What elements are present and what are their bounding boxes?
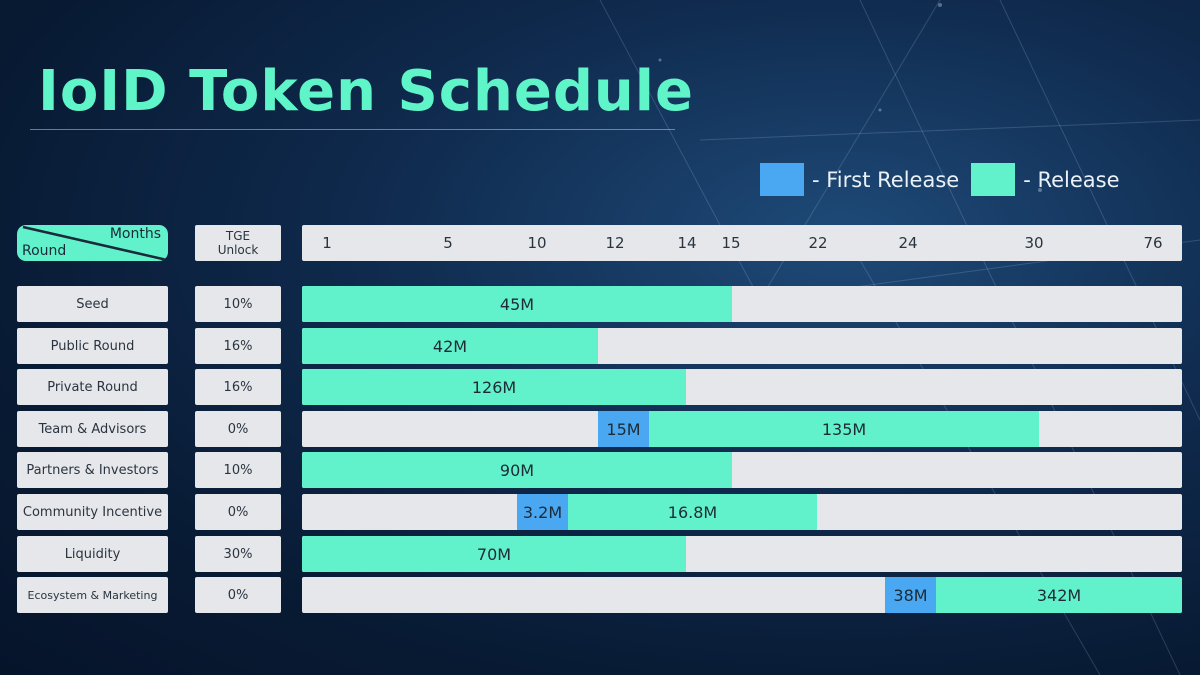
month-tick-5: 5 (443, 234, 453, 252)
months-header-label: Months (109, 226, 161, 242)
corner-header-round-months: Months Round (17, 225, 168, 261)
timeline-track-liquidity: 70M (302, 536, 1182, 572)
month-tick-14: 14 (677, 234, 697, 252)
tge-unlock-team-and-advisors: 0% (195, 411, 281, 447)
tge-header-line1: TGE (225, 229, 251, 243)
legend-label-first-release: - First Release (812, 167, 960, 192)
round-label-ecosystem-and-marketing: Ecosystem & Marketing (17, 577, 168, 613)
tge-unlock-header: TGE Unlock (195, 225, 281, 261)
legend: - First Release - Release (760, 163, 1132, 196)
months-axis: 1 5 10 12 14 15 22 24 30 76 (302, 225, 1182, 261)
timeline-track-community-incentive: 3.2M 16.8M (302, 494, 1182, 530)
tge-unlock-community-incentive: 0% (195, 494, 281, 530)
release-bar-seed: 45M (302, 286, 732, 322)
round-label-seed: Seed (17, 286, 168, 322)
release-bar-public-round: 42M (302, 328, 598, 364)
release-bar-private-round: 126M (302, 369, 686, 405)
release-bar-ecosystem-and-marketing: 342M (936, 577, 1182, 613)
timeline-track-partners-and-investors: 90M (302, 452, 1182, 488)
first-release-bar-ecosystem-and-marketing: 38M (885, 577, 936, 613)
month-tick-12: 12 (605, 234, 625, 252)
release-bar-liquidity: 70M (302, 536, 686, 572)
round-header-label: Round (22, 243, 67, 259)
legend-swatch-first-release (760, 163, 804, 196)
timeline-track-public-round: 42M (302, 328, 1182, 364)
month-tick-24: 24 (898, 234, 918, 252)
month-tick-22: 22 (808, 234, 828, 252)
round-label-partners-and-investors: Partners & Investors (17, 452, 168, 488)
timeline-track-seed: 45M (302, 286, 1182, 322)
first-release-bar-community-incentive: 3.2M (517, 494, 568, 530)
first-release-bar-team-and-advisors: 15M (598, 411, 649, 447)
release-bar-team-and-advisors: 135M (649, 411, 1039, 447)
page-title: IoID Token Schedule (38, 59, 694, 124)
month-tick-1: 1 (322, 234, 332, 252)
tge-unlock-ecosystem-and-marketing: 0% (195, 577, 281, 613)
release-bar-partners-and-investors: 90M (302, 452, 732, 488)
release-bar-community-incentive: 16.8M (568, 494, 817, 530)
corner-diagonal-line (22, 225, 168, 261)
timeline-track-ecosystem-and-marketing: 38M 342M (302, 577, 1182, 613)
title-divider (30, 129, 675, 130)
tge-unlock-liquidity: 30% (195, 536, 281, 572)
tge-unlock-partners-and-investors: 10% (195, 452, 281, 488)
round-label-public-round: Public Round (17, 328, 168, 364)
month-tick-15: 15 (721, 234, 741, 252)
timeline-track-team-and-advisors: 15M 135M (302, 411, 1182, 447)
month-tick-10: 10 (527, 234, 547, 252)
round-label-team-and-advisors: Team & Advisors (17, 411, 168, 447)
tge-unlock-private-round: 16% (195, 369, 281, 405)
month-tick-30: 30 (1024, 234, 1044, 252)
tge-unlock-seed: 10% (195, 286, 281, 322)
month-tick-76: 76 (1143, 234, 1163, 252)
round-label-community-incentive: Community Incentive (17, 494, 168, 530)
tge-header-line2: Unlock (217, 243, 259, 257)
legend-label-release: - Release (1023, 167, 1120, 192)
legend-swatch-release (971, 163, 1016, 196)
tge-unlock-public-round: 16% (195, 328, 281, 364)
round-label-private-round: Private Round (17, 369, 168, 405)
timeline-track-private-round: 126M (302, 369, 1182, 405)
round-label-liquidity: Liquidity (17, 536, 168, 572)
